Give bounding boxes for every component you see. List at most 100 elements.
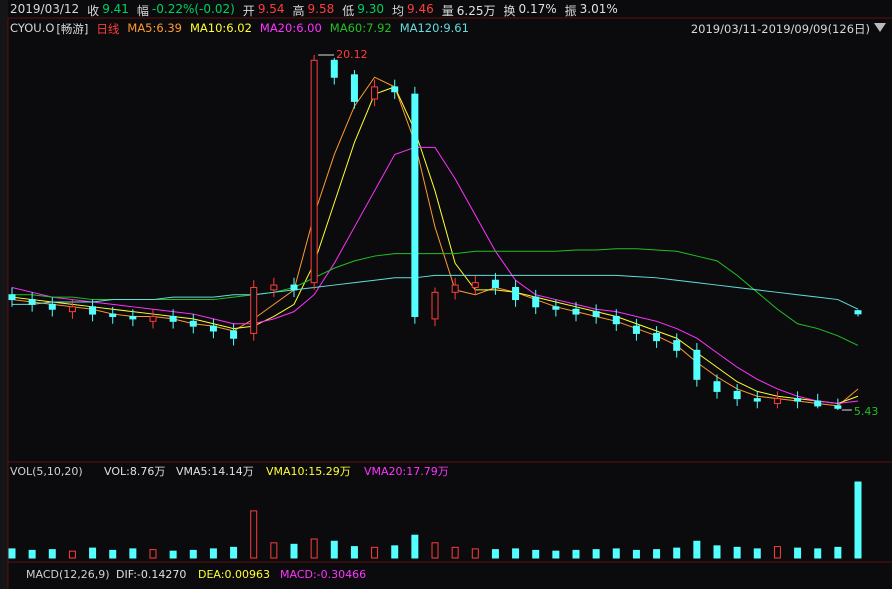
field-value: 9.41 — [102, 2, 129, 16]
volume-bar — [290, 543, 298, 559]
volume-bar — [653, 549, 661, 559]
quote-field: 量 6.25万 — [442, 2, 496, 19]
volume-bar — [713, 545, 721, 559]
volume-bar — [129, 548, 137, 559]
candle-body — [109, 313, 117, 317]
field-label: 低 — [342, 4, 355, 18]
field-value: 6.25万 — [456, 4, 496, 18]
macd-legend: DIF:-0.14270 — [116, 568, 186, 581]
volume-bar — [89, 547, 97, 559]
macd-legend: MACD:-0.30466 — [280, 568, 366, 581]
candle-body — [713, 381, 721, 392]
volume-bar — [189, 549, 197, 559]
candle-body — [532, 296, 540, 308]
candle-body — [149, 315, 157, 322]
ma-line — [11, 76, 859, 407]
quote-field: 均 9.46 — [392, 2, 434, 19]
volume-bar — [109, 549, 117, 559]
candle-body — [834, 405, 842, 409]
volume-bar — [451, 546, 459, 559]
ma-label: MA20:6.00 — [259, 21, 322, 35]
date: 2019/03/12 — [10, 2, 80, 16]
candle-body — [814, 400, 822, 407]
candle-body — [572, 308, 580, 315]
quote-field: 换 0.17% — [503, 2, 556, 19]
volume-bar — [673, 547, 681, 559]
volume-bar — [68, 550, 76, 559]
candle-body — [310, 59, 318, 284]
candle-body — [250, 286, 258, 334]
volume-bar — [169, 550, 177, 559]
vol-legend: VOL:8.76万 — [104, 465, 165, 478]
macd-legend: DEA:0.00963 — [198, 568, 270, 581]
candle-body — [653, 332, 661, 342]
volume-bar — [773, 546, 781, 559]
volume-bar — [8, 548, 16, 559]
field-value: 9.54 — [257, 2, 285, 16]
ma-line — [12, 274, 859, 310]
candle-body — [733, 390, 741, 400]
volume-bar — [854, 481, 862, 559]
candle-body — [612, 315, 620, 325]
quote-field: 低 9.30 — [342, 2, 384, 19]
macd-legend: MACD(12,26,9) — [26, 568, 110, 581]
volume-bar — [391, 545, 399, 559]
volume-bar — [753, 548, 761, 559]
volume-bar — [632, 549, 640, 559]
left-sidebar — [0, 0, 8, 589]
volume-bar — [834, 546, 842, 559]
volume-bar — [350, 546, 358, 559]
candle-body — [552, 306, 560, 310]
volume-bar — [814, 548, 822, 559]
volume-bar — [733, 546, 741, 559]
volume-bar — [310, 538, 318, 559]
candle-body — [632, 325, 640, 334]
stock-name: [畅游] — [56, 22, 89, 36]
field-value: 9.30 — [357, 2, 384, 16]
quote-field: 振 3.01% — [565, 2, 618, 19]
volume-bar — [209, 548, 217, 559]
dropdown-arrow[interactable] — [874, 23, 886, 32]
ma-label: MA120:9.61 — [399, 21, 469, 35]
ma-label: MA10:6.02 — [189, 21, 252, 35]
candle-body — [330, 59, 338, 78]
candle-body — [673, 340, 681, 351]
volume-bar — [330, 540, 338, 559]
volume-bar — [693, 540, 701, 559]
vol-legend: VMA10:15.29万 — [266, 465, 351, 478]
volume-bar — [612, 548, 620, 559]
volume-bar — [491, 549, 499, 559]
candle-body — [371, 86, 379, 100]
quote-header: 2019/03/12 收 9.41 幅 -0.22%(-0.02) 开 9.54 高 9.58… — [10, 2, 618, 19]
field-label: 收 — [87, 4, 100, 18]
volume-bar — [250, 510, 258, 559]
volume-bar — [371, 546, 379, 559]
candle-body — [391, 86, 399, 93]
volume-bar — [572, 549, 580, 559]
volume-bar — [411, 534, 419, 559]
candle-body — [431, 291, 439, 320]
candle-body — [592, 311, 600, 317]
volume-bar — [512, 548, 520, 559]
field-value: 0.17% — [518, 2, 557, 16]
volume-bar — [48, 549, 56, 559]
field-label: 换 — [503, 4, 516, 18]
volume-bar — [28, 549, 36, 559]
symbol: CYOU.O — [10, 21, 55, 35]
candle-body — [230, 330, 238, 339]
candle-body — [48, 303, 56, 310]
ma-label: MA5:6.39 — [127, 21, 182, 35]
vol-legend: VOL(5,10,20) — [10, 465, 83, 478]
field-value: 9.46 — [407, 2, 434, 16]
volume-bar — [270, 542, 278, 559]
field-label: 高 — [292, 4, 305, 18]
candle-body — [491, 279, 499, 288]
period: 日线 — [96, 22, 120, 36]
ma-legend: CYOU.O [畅游] 日线 MA5:6.39 MA10:6.02 MA20:6.0… — [10, 21, 469, 37]
volume-bar — [532, 549, 540, 559]
field-label: 振 — [564, 4, 577, 18]
volume-bar — [431, 542, 439, 559]
candle-body — [209, 325, 217, 332]
